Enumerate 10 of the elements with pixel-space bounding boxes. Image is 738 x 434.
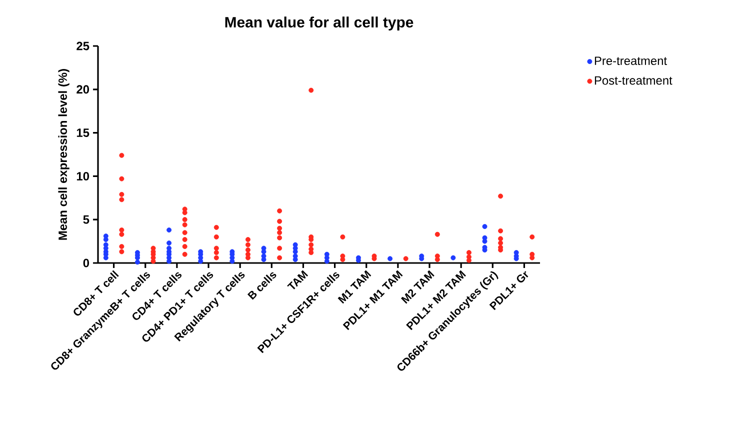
- y-tick-label: 5: [83, 215, 90, 224]
- y-tick-label: 25: [76, 42, 90, 50]
- y-tick-label: 20: [76, 85, 90, 94]
- y-tick-label: 10: [76, 172, 90, 180]
- legend-label: Post-treatment: [594, 76, 672, 85]
- y-axis-title: Mean cell expression level (%): [58, 69, 70, 240]
- chart-title: Mean value for all cell type: [225, 16, 414, 30]
- y-tick-label: 0: [83, 258, 90, 268]
- legend-label: Pre-treatment: [594, 56, 667, 66]
- y-tick-label: 15: [76, 128, 90, 137]
